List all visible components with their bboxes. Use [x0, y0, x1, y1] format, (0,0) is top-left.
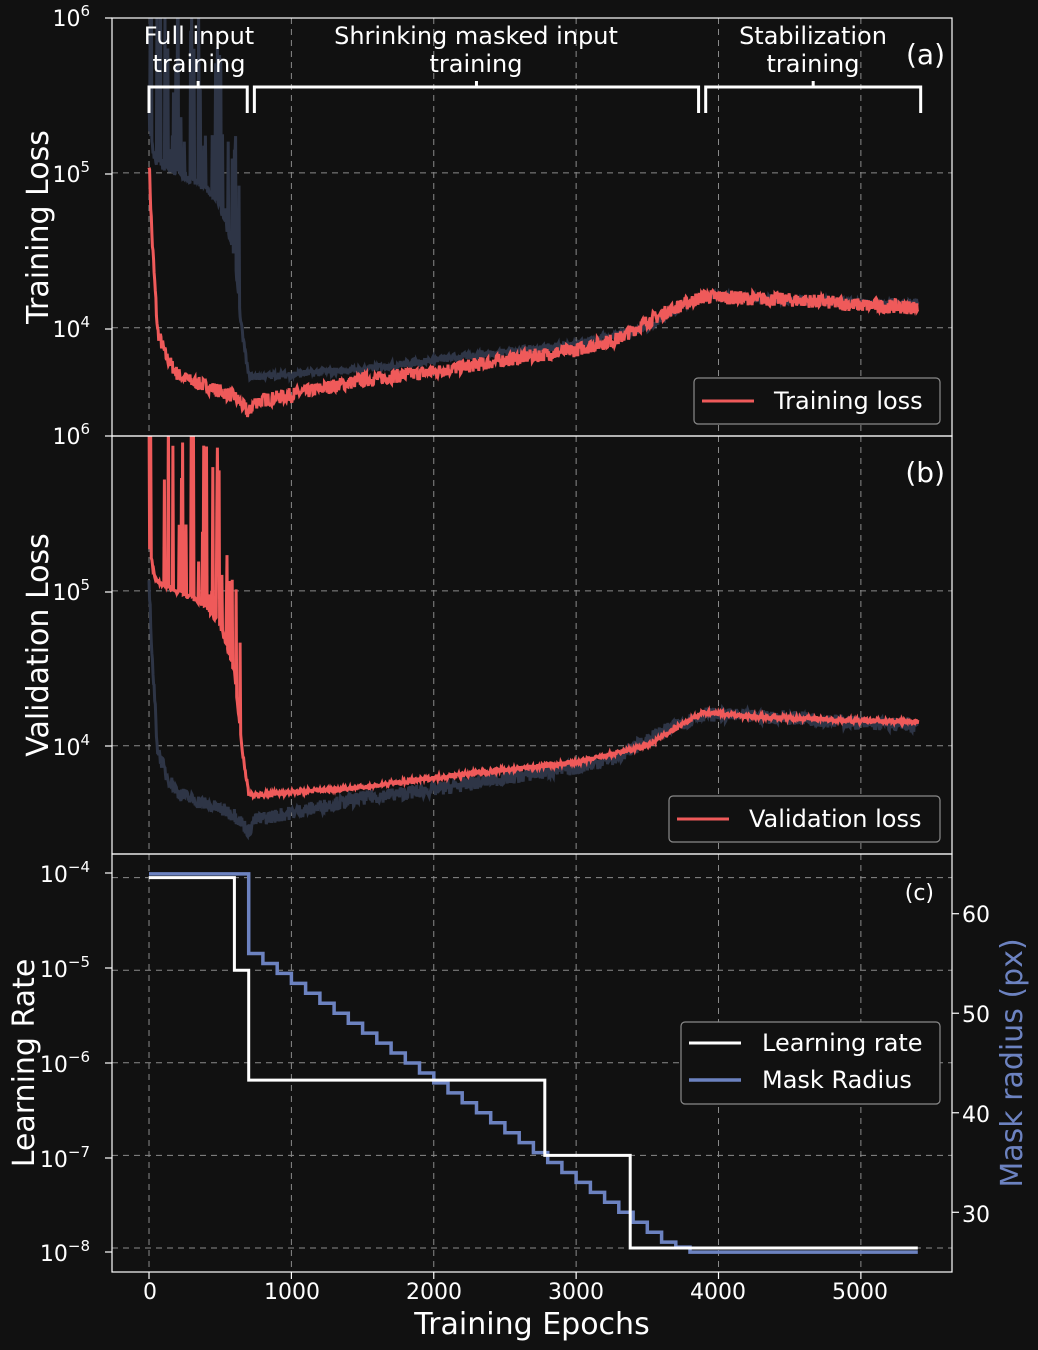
panel-c-legend-box — [680, 1021, 941, 1105]
panel-a-ytick-1e6: 106 — [52, 2, 90, 32]
phase-label-shrinking-line2: training — [430, 50, 523, 78]
left-tick-marks — [105, 17, 112, 1253]
panel-c-ytick-1e-5: 10−5 — [40, 953, 90, 983]
xtick-1000: 1000 — [264, 1280, 320, 1305]
panel-a-tag: (a) — [906, 38, 945, 71]
phase-brackets — [147, 81, 923, 113]
x-axis-label: Training Epochs — [413, 1307, 649, 1342]
panel-a-legend-label: Training loss — [773, 387, 923, 415]
panel-b-legend-box — [668, 795, 941, 843]
xtick-5000: 5000 — [832, 1280, 888, 1305]
panel-b-y-axis-label: Validation Loss — [21, 533, 56, 756]
panel-c-legend-lr-label: Learning rate — [762, 1029, 923, 1057]
panel-c-ytick-1e-8: 10−8 — [40, 1237, 90, 1267]
panel-c-ytick-1e-6: 10−6 — [40, 1048, 90, 1078]
xtick-2000: 2000 — [406, 1280, 462, 1305]
panel-b-ytick-1e6: 106 — [52, 420, 90, 450]
panel-a-ytick-1e5: 105 — [52, 158, 90, 188]
xtick-0: 0 — [143, 1280, 157, 1305]
xtick-3000: 3000 — [548, 1280, 604, 1305]
panel-c-y-axis-label: Learning Rate — [7, 959, 42, 1168]
panel-a-training-loss-line — [147, 167, 920, 418]
panel-a-ytick-1e4: 104 — [52, 313, 90, 343]
panel-c-right-y-axis-label: Mask radius (px) — [995, 938, 1030, 1187]
panel-c-right-ytick-40: 40 — [962, 1103, 990, 1128]
grid-panel-c — [112, 854, 952, 1272]
panel-c-right-ytick-50: 50 — [962, 1003, 990, 1028]
panel-c-right-ytick-30: 30 — [962, 1203, 990, 1228]
phase-bracket-1 — [252, 81, 701, 113]
panel-b-ytick-1e5: 105 — [52, 576, 90, 606]
panel-c-tag: (c) — [905, 881, 934, 906]
panel-c-legend: Learning rate Mask Radius — [680, 1021, 941, 1105]
phase-bracket-2 — [704, 81, 923, 113]
phase-bracket-0 — [147, 81, 249, 113]
phase-label-stabilization-line1: Stabilization — [739, 22, 887, 50]
panel-c-mask-radius-line — [149, 872, 918, 1254]
panel-c-right-ytick-60: 60 — [962, 903, 990, 928]
phase-label-full-input-line2: training — [153, 50, 246, 78]
panel-a-legend-box — [693, 377, 941, 425]
panel-a-legend: Training loss — [693, 377, 941, 425]
panel-c-ytick-1e-7: 10−7 — [40, 1143, 90, 1173]
panel-a-y-axis-label: Training Loss — [21, 130, 56, 325]
phase-label-shrinking-line1: Shrinking masked input — [334, 22, 618, 50]
panel-c-right-ticks — [952, 913, 959, 1213]
xtick-4000: 4000 — [690, 1280, 746, 1305]
panel-c-legend-mask-label: Mask Radius — [762, 1066, 912, 1094]
panel-b-legend: Validation loss — [668, 795, 941, 843]
panel-c-ytick-1e-4: 10−4 — [40, 858, 90, 888]
x-tick-marks — [148, 1272, 862, 1279]
panel-c-learning-rate-line — [149, 876, 918, 1250]
phase-label-stabilization-line2: training — [767, 50, 860, 78]
phase-label-full-input-line1: Full input — [144, 22, 254, 50]
panel-b-legend-label: Validation loss — [749, 805, 922, 833]
panel-b-tag: (b) — [905, 456, 945, 489]
panel-b-validation-loss-line — [147, 436, 920, 801]
panel-b-ytick-1e4: 104 — [52, 731, 90, 761]
